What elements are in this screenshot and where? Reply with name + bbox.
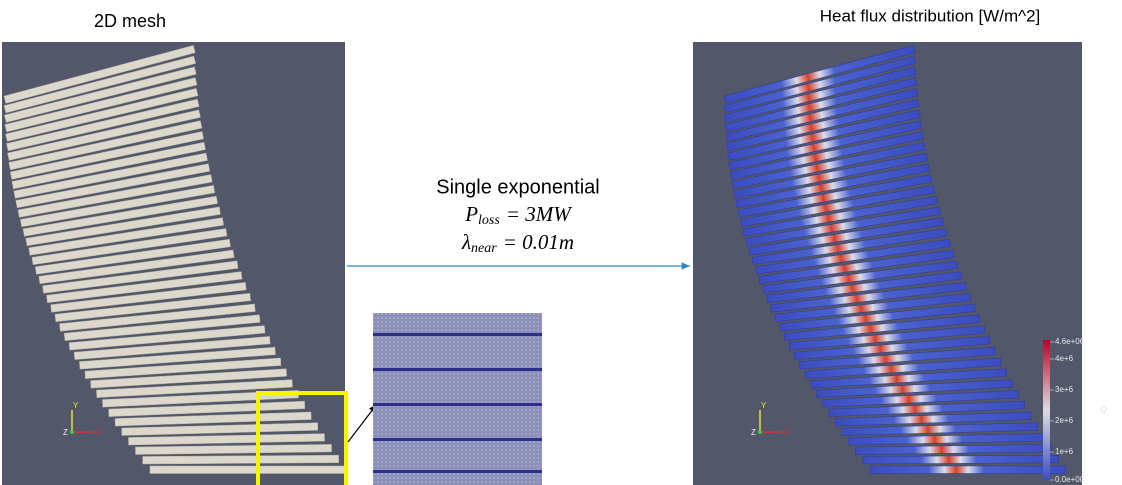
eq-rhs: = 0.01m bbox=[503, 230, 574, 254]
colorbar-label: 4.6e+06 bbox=[1055, 337, 1085, 346]
triad-label: Y bbox=[761, 401, 767, 410]
strip bbox=[143, 455, 339, 464]
eq-symbol: P bbox=[464, 202, 478, 226]
eq-symbol: λ bbox=[461, 230, 471, 254]
triad-label: Z bbox=[63, 428, 68, 437]
colorbar-label: 1e+6 bbox=[1055, 447, 1074, 456]
equation: Ploss = 3MW bbox=[464, 202, 573, 228]
colorbar-field: Q bbox=[1100, 404, 1107, 414]
triad-label: X bbox=[784, 428, 790, 437]
left-title: 2D mesh bbox=[94, 11, 166, 31]
zoom-arrow bbox=[348, 404, 377, 442]
right-title: Heat flux distribution [W/m^2] bbox=[820, 6, 1041, 25]
colorbar-label: 2e+6 bbox=[1055, 416, 1074, 425]
strip bbox=[150, 466, 346, 474]
page: 2D mesh Heat flux distribution [W/m^2] S… bbox=[0, 0, 1122, 485]
colorbar-label: 3e+6 bbox=[1055, 385, 1074, 394]
triad-z bbox=[758, 430, 762, 434]
zoom-inset bbox=[373, 313, 542, 485]
slide: 2D mesh Heat flux distribution [W/m^2] S… bbox=[0, 0, 1122, 485]
eq-rhs: = 3MW bbox=[506, 202, 573, 226]
eq-subscript: near bbox=[471, 241, 497, 256]
colorbar bbox=[1043, 340, 1050, 480]
triad-z bbox=[70, 430, 74, 434]
colorbar-label: 0.0e+00 bbox=[1055, 475, 1085, 484]
strip bbox=[863, 455, 1059, 464]
eq-subscript: loss bbox=[478, 213, 500, 228]
equation: λnear = 0.01m bbox=[461, 230, 574, 256]
colorbar-label: 4e+6 bbox=[1055, 354, 1074, 363]
strip bbox=[870, 466, 1066, 474]
triad-label: Z bbox=[751, 428, 756, 437]
triad-label: Y bbox=[73, 401, 79, 410]
annotation-title: Single exponential bbox=[436, 176, 599, 198]
triad-label: X bbox=[96, 428, 102, 437]
